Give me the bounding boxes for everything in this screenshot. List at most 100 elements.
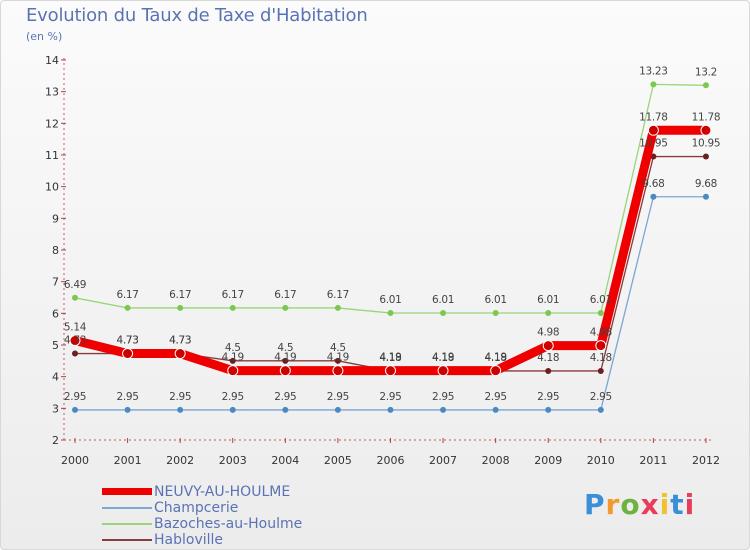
data-point-champcerie (177, 406, 184, 413)
data-point-habloville (72, 350, 78, 357)
data-label-bazoches-au-houlme: 6.17 (327, 289, 349, 301)
y-tick-label: 5 (52, 339, 59, 352)
data-point-habloville (545, 367, 552, 374)
data-label-neuvy-au-houlme: 4.19 (379, 352, 401, 364)
x-tick-label: 2000 (61, 454, 89, 467)
x-tick-label: 2003 (219, 454, 247, 467)
data-point-neuvy-au-houlme (332, 365, 344, 377)
data-point-neuvy-au-houlme (700, 124, 712, 136)
x-tick-label: 2006 (376, 454, 404, 467)
data-point-champcerie (650, 193, 657, 200)
data-point-neuvy-au-houlme (437, 365, 449, 377)
data-label-bazoches-au-houlme: 6.17 (222, 289, 244, 301)
data-point-bazoches-au-houlme (545, 310, 552, 317)
data-label-champcerie: 2.95 (169, 391, 191, 403)
logo-letter: i (659, 488, 671, 521)
data-label-bazoches-au-houlme: 6.17 (116, 289, 138, 301)
data-point-neuvy-au-houlme (490, 365, 502, 377)
data-point-bazoches-au-houlme (282, 304, 289, 311)
data-label-bazoches-au-houlme: 13.2 (695, 66, 717, 78)
data-label-habloville: 4.73 (64, 335, 86, 347)
data-label-champcerie: 2.95 (222, 391, 244, 403)
chart-subtitle: (en %) (26, 30, 63, 43)
legend-label: NEUVY-AU-HOULME (154, 484, 291, 500)
legend-swatch (102, 539, 152, 541)
data-point-habloville (334, 357, 341, 364)
data-label-neuvy-au-houlme: 4.98 (590, 327, 612, 339)
data-label-champcerie: 2.95 (274, 391, 296, 403)
data-point-neuvy-au-houlme (69, 335, 81, 347)
x-tick-label: 2001 (114, 454, 142, 467)
data-point-neuvy-au-houlme (122, 348, 134, 360)
y-tick-label: 13 (45, 86, 59, 99)
data-point-bazoches-au-houlme (124, 304, 131, 311)
data-point-habloville (229, 357, 236, 364)
data-label-habloville: 10.95 (639, 138, 668, 150)
logo-letter: o (620, 488, 641, 521)
data-label-champcerie: 9.68 (642, 178, 664, 190)
data-label-habloville: 4.5 (277, 342, 293, 354)
data-point-bazoches-au-houlme (72, 294, 78, 301)
data-label-bazoches-au-houlme: 6.01 (537, 294, 559, 306)
data-label-bazoches-au-houlme: 6.01 (379, 294, 401, 306)
data-point-bazoches-au-houlme (650, 81, 657, 88)
data-point-champcerie (440, 406, 447, 413)
data-label-champcerie: 2.95 (590, 391, 612, 403)
data-label-habloville: 4.18 (485, 352, 507, 364)
y-tick-label: 10 (45, 181, 59, 194)
x-tick-label: 2009 (534, 454, 562, 467)
y-tick-label: 6 (52, 307, 59, 320)
y-tick-label: 12 (45, 117, 59, 130)
logo-letter: x (640, 488, 660, 521)
data-label-habloville: 4.18 (590, 352, 612, 364)
logo-letter: r (605, 488, 621, 521)
data-label-neuvy-au-houlme: 5.14 (64, 322, 87, 334)
data-point-champcerie (72, 406, 78, 413)
data-label-habloville: 4.73 (169, 335, 191, 347)
data-label-habloville: 4.73 (116, 335, 138, 347)
data-point-champcerie (387, 406, 394, 413)
x-tick-label: 2010 (587, 454, 615, 467)
data-label-habloville: 4.5 (225, 342, 241, 354)
data-point-bazoches-au-houlme (597, 310, 604, 317)
data-label-champcerie: 2.95 (64, 391, 86, 403)
data-point-bazoches-au-houlme (229, 304, 236, 311)
y-tick-label: 14 (45, 54, 59, 67)
data-label-champcerie: 2.95 (432, 391, 454, 403)
data-label-neuvy-au-houlme: 4.19 (327, 352, 349, 364)
data-label-neuvy-au-houlme: 11.78 (692, 111, 721, 123)
data-point-champcerie (702, 193, 709, 200)
data-point-habloville (702, 153, 709, 160)
data-point-champcerie (597, 406, 604, 413)
data-label-bazoches-au-houlme: 13.23 (639, 65, 668, 77)
data-point-bazoches-au-houlme (177, 304, 184, 311)
data-label-bazoches-au-houlme: 6.49 (64, 279, 86, 291)
legend-label: Champcerie (154, 500, 239, 516)
data-point-habloville (597, 367, 604, 374)
x-tick-label: 2005 (324, 454, 352, 467)
data-label-neuvy-au-houlme: 4.19 (222, 352, 244, 364)
data-label-neuvy-au-houlme: 4.73 (116, 335, 138, 347)
data-point-neuvy-au-houlme (595, 340, 607, 352)
data-label-neuvy-au-houlme: 4.19 (485, 352, 507, 364)
data-label-habloville: 4.18 (537, 352, 559, 364)
data-label-neuvy-au-houlme: 4.19 (274, 352, 296, 364)
logo-letter: i (684, 488, 696, 521)
data-point-bazoches-au-houlme (387, 310, 394, 317)
data-label-bazoches-au-houlme: 6.01 (485, 294, 507, 306)
x-tick-label: 2011 (639, 454, 667, 467)
y-tick-label: 7 (52, 276, 59, 289)
data-point-champcerie (492, 406, 499, 413)
data-point-champcerie (229, 406, 236, 413)
data-point-neuvy-au-houlme (384, 365, 396, 377)
y-tick-label: 4 (52, 371, 59, 384)
data-label-habloville: 4.5 (330, 342, 346, 354)
data-point-bazoches-au-houlme (702, 82, 709, 89)
data-label-habloville: 4.18 (379, 352, 401, 364)
data-label-champcerie: 2.95 (485, 391, 507, 403)
data-point-bazoches-au-houlme (440, 310, 447, 317)
data-label-bazoches-au-houlme: 6.01 (590, 294, 612, 306)
data-point-neuvy-au-houlme (647, 124, 659, 136)
data-label-champcerie: 2.95 (379, 391, 401, 403)
data-label-bazoches-au-houlme: 6.01 (432, 294, 454, 306)
